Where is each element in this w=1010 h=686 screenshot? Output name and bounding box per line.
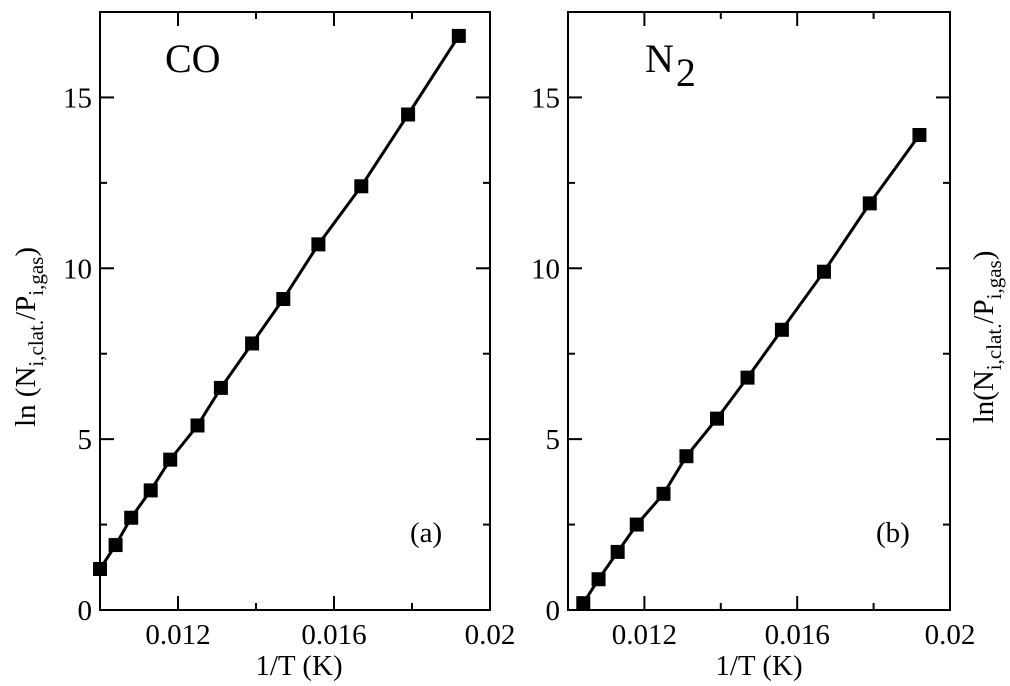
data-point: [862, 196, 877, 211]
panel-a-y-axis-title: ln (Ni,clat./Pi,gas): [10, 247, 48, 427]
panel-b-y-axis-title: ln(Ni,clat./Pi,gas): [968, 251, 1006, 424]
y-tick-label: 5: [546, 424, 561, 456]
y-tick-label: 5: [78, 424, 93, 456]
data-point: [774, 322, 789, 337]
x-tick-label: 0.02: [465, 619, 516, 651]
plot-frame: [99, 11, 491, 611]
data-point: [276, 292, 291, 307]
data-point: [190, 418, 205, 433]
panel-a-marks: 0.012 0.016 0.02 0 5 10 15: [63, 11, 516, 651]
panel-a-title: CO: [165, 36, 221, 81]
data-point: [163, 452, 178, 467]
panel-a-label: (a): [410, 517, 442, 549]
data-point: [213, 380, 228, 395]
panel-b-title: N2: [645, 36, 696, 95]
data-point: [245, 336, 260, 351]
data-point: [108, 538, 123, 553]
data-point: [401, 107, 416, 122]
data-point: [912, 128, 927, 143]
data-point: [354, 179, 369, 194]
plot-frame: [567, 11, 951, 611]
data-point: [451, 28, 466, 43]
data-point: [709, 411, 724, 426]
y-tick-label: 0: [546, 595, 561, 627]
x-tick-label: 0.016: [301, 619, 366, 651]
x-tick-label: 0.012: [612, 619, 677, 651]
data-point: [143, 483, 158, 498]
x-tick-label: 0.012: [145, 619, 210, 651]
panel-b-marks: 0.012 0.016 0.02 0 5 10 15: [531, 11, 976, 651]
data-point: [629, 517, 644, 532]
panel-b-x-axis-title: 1/T (K): [715, 650, 802, 682]
data-point: [124, 510, 139, 525]
panel-a: 0.012 0.016 0.02 0 5 10 15 CO (a) 1/T (K) ln (…: [10, 11, 516, 682]
data-point: [610, 544, 625, 559]
data-point: [656, 486, 671, 501]
data-point: [93, 561, 107, 576]
data-point: [740, 370, 755, 385]
data-point: [816, 264, 831, 279]
y-tick-label: 15: [63, 82, 92, 114]
y-tick-label: 10: [531, 253, 560, 285]
panel-b: 0.012 0.016 0.02 0 5 10 15 N2 (b) 1/T (K) ln(N…: [531, 11, 1006, 682]
x-tick-label: 0.016: [765, 619, 830, 651]
y-tick-label: 0: [78, 595, 93, 627]
data-point: [591, 572, 606, 587]
panel-a-x-axis-title: 1/T (K): [255, 650, 342, 682]
data-point: [311, 237, 326, 252]
data-point: [679, 449, 694, 464]
data-point: [576, 596, 591, 611]
y-tick-label: 15: [531, 82, 560, 114]
panel-b-label: (b): [876, 517, 910, 549]
x-tick-label: 0.02: [925, 619, 976, 651]
y-tick-label: 10: [63, 253, 92, 285]
